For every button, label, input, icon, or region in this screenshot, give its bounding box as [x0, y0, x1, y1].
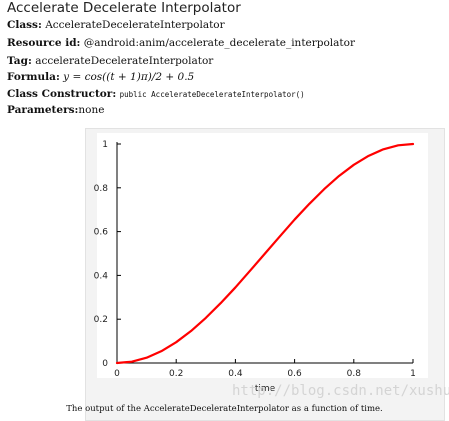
x-tick-label: 0.2 — [169, 369, 183, 379]
resource-id-row: Resource id: @android:anim/accelerate_de… — [7, 36, 355, 50]
resource-id-label: Resource id: — [7, 37, 81, 49]
x-axis-label: time — [255, 384, 276, 394]
resource-id-value: @android:anim/accelerate_decelerate_inte… — [83, 37, 355, 49]
x-tick-label: 1 — [410, 369, 416, 379]
y-tick-label: 0.6 — [94, 228, 109, 238]
tag-label: Tag: — [7, 55, 32, 67]
class-row: Class: AccelerateDecelerateInterpolator — [7, 18, 225, 32]
parameters-value: none — [78, 104, 105, 116]
figure-caption: The output of the AccelerateDecelerateIn… — [66, 404, 383, 414]
series-line — [115, 142, 415, 365]
watermark: http://blog.csdn.net/xushuaic — [232, 383, 449, 399]
formula-expression: y = cos((t + 1)π)/2 + 0.5 — [63, 71, 195, 83]
y-tick-label: 0.4 — [94, 271, 109, 281]
chart-series — [115, 142, 415, 365]
y-tick-label: 0.8 — [94, 184, 109, 194]
constructor-row: Class Constructor: public AccelerateDece… — [7, 87, 305, 102]
constructor-value: public AccelerateDecelerateInterpolator(… — [119, 90, 305, 99]
parameters-row: Parameters:none — [7, 103, 104, 117]
x-tick-label: 0.6 — [287, 369, 302, 379]
formula-label: Formula: — [7, 71, 60, 83]
tag-row: Tag: accelerateDecelerateInterpolator — [7, 54, 213, 68]
x-tick-label: 0.8 — [347, 369, 362, 379]
page-title: Accelerate Decelerate Interpolator — [7, 0, 241, 16]
constructor-label: Class Constructor: — [7, 88, 117, 100]
x-tick-label: 0 — [114, 369, 120, 379]
tag-value: accelerateDecelerateInterpolator — [35, 55, 214, 67]
x-tick-label: 0.4 — [228, 369, 243, 379]
class-label: Class: — [7, 19, 42, 31]
formula-row: Formula: y = cos((t + 1)π)/2 + 0.5 — [7, 70, 194, 84]
y-tick-label: 1 — [102, 140, 108, 150]
chart-ticks: 0 0.2 0.4 0.6 0.8 1 0 0.2 0.4 0.6 0.8 1 time — [94, 140, 416, 394]
class-value: AccelerateDecelerateInterpolator — [45, 19, 225, 31]
parameters-label: Parameters: — [7, 104, 79, 116]
y-tick-label: 0 — [102, 359, 108, 369]
y-tick-label: 0.2 — [94, 315, 108, 325]
